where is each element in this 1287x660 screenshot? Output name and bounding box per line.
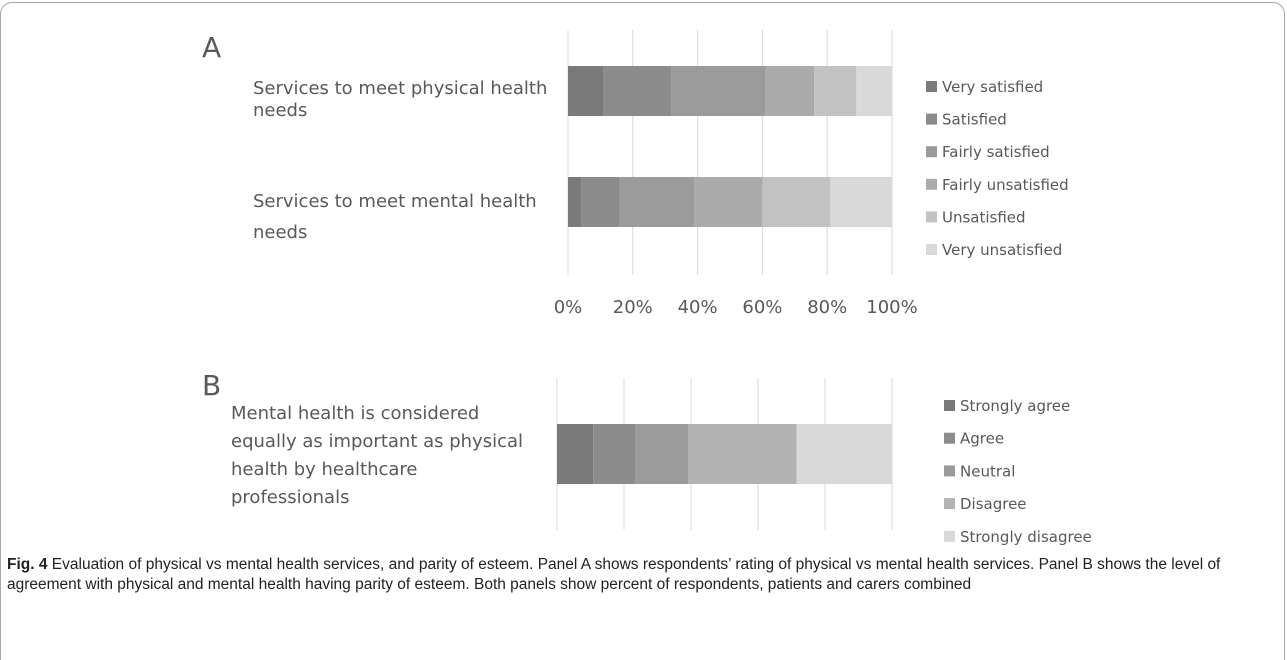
panel-a-legend-swatch — [926, 146, 937, 158]
panel-a-bar-segment — [580, 177, 620, 227]
panel-b-legend-swatch — [944, 530, 955, 542]
panel-b-legend-swatch — [944, 400, 955, 411]
panel-a-bar-segment — [762, 177, 831, 227]
panel-b-bar-segment — [557, 424, 594, 484]
panel-a-legend-swatch — [926, 178, 937, 190]
panel-a-tick-label: 20% — [613, 297, 653, 318]
panel-a-category-label: Services to meet physical health — [253, 78, 547, 99]
panel-b-legend-swatch — [944, 432, 955, 444]
panel-b-category-label: professionals — [231, 487, 349, 508]
panel-a-tick-label: 60% — [742, 297, 782, 318]
panel-a-bar-segment — [568, 66, 604, 116]
panel-b-legend-label: Disagree — [960, 495, 1027, 513]
panel-a-legend-label: Fairly unsatisfied — [942, 176, 1069, 194]
panel-a-bar-segment — [830, 177, 892, 227]
panel-a-category-label: Services to meet mental health — [253, 191, 537, 212]
panel-b-bar-segment — [688, 424, 797, 484]
panel-b-category-label: health by healthcare — [231, 459, 418, 480]
panel-b-bar-segment — [635, 424, 689, 484]
panel-b-bar-segment — [796, 424, 892, 484]
panel-a-bar-segment — [694, 177, 763, 227]
panel-a-legend-label: Very unsatisfied — [942, 241, 1062, 259]
panel-a-legend-label: Fairly satisfied — [942, 143, 1050, 161]
panel-a-legend-label: Unsatisfied — [942, 208, 1026, 226]
figure-caption: Fig. 4 Evaluation of physical vs mental … — [7, 555, 1272, 595]
figure-charts: A 0% 20% 40% 60% 80% 100% Services to meet phys… — [202, 30, 1092, 546]
panel-a-bar-segment — [765, 66, 815, 116]
panel-a-bar-segment — [671, 66, 766, 116]
panel-a-legend-label: Satisfied — [942, 111, 1007, 129]
panel-a-tick-label: 40% — [678, 297, 718, 318]
panel-a-category-label: needs — [253, 100, 307, 121]
panel-a-bar-segment — [856, 66, 892, 116]
panel-b-category-label: Mental health is considered — [231, 403, 479, 424]
panel-a-label: A — [202, 31, 221, 64]
panel-b-legend-label: Agree — [960, 430, 1004, 448]
panel-a-bar-segment — [568, 177, 581, 227]
panel-b-legend-swatch — [944, 498, 955, 510]
panel-a-tick-label: 0% — [554, 297, 583, 318]
panel-b-category-label: equally as important as physical — [231, 431, 523, 452]
panel-a-tick-label: 80% — [807, 297, 847, 318]
panel-a-legend-swatch — [926, 211, 937, 223]
panel-b-legend-label: Strongly disagree — [960, 528, 1092, 546]
panel-a-bar-segment — [619, 177, 695, 227]
caption-label: Fig. 4 — [7, 556, 48, 573]
panel-a-category-label: needs — [253, 222, 307, 243]
panel-b-label: B — [202, 369, 221, 402]
panel-a-bar-segment — [814, 66, 857, 116]
caption-text: Evaluation of physical vs mental health … — [7, 556, 1221, 593]
panel-a-legend-swatch — [926, 113, 937, 125]
panel-b-legend-label: Neutral — [960, 462, 1015, 480]
panel-a-bar-segment — [603, 66, 672, 116]
panel-a-legend-swatch — [926, 81, 937, 92]
panel-b-bar-segment — [593, 424, 636, 484]
panel-a-legend-swatch — [926, 244, 937, 255]
panel-a-legend-label: Very satisfied — [942, 78, 1043, 96]
panel-b-legend-label: Strongly agree — [960, 397, 1070, 415]
panel-a-tick-label: 100% — [866, 297, 917, 318]
panel-b-legend-swatch — [944, 465, 955, 477]
